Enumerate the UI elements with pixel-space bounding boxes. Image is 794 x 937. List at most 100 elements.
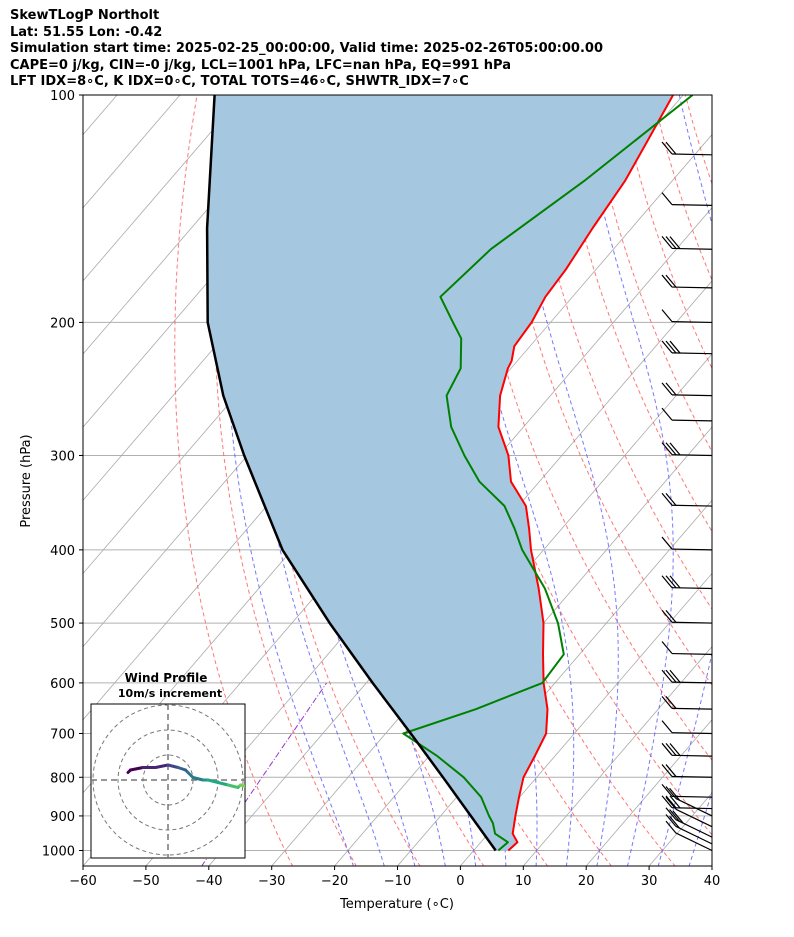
- temperature-profile-line: [497, 95, 674, 852]
- wind-barb: [661, 609, 713, 624]
- y-tick-label: 900: [50, 810, 75, 825]
- wind-barb-feather: [669, 669, 681, 683]
- wind-barb-feather: [661, 492, 673, 506]
- hodograph-segment: [226, 783, 240, 789]
- wind-barb: [661, 442, 713, 457]
- x-axis-label: Temperature (∘C): [339, 897, 454, 912]
- wind-barb: [661, 236, 713, 250]
- dry-adiabat-line: [783, 95, 794, 867]
- wind-barb-feather: [669, 815, 681, 829]
- wind-barb-feather: [665, 274, 677, 288]
- wind-barb: [661, 795, 713, 810]
- wind-barb-feather: [661, 609, 673, 623]
- hodograph-segment: [166, 763, 180, 769]
- wind-barb-staff: [671, 707, 713, 710]
- wind-barb: [661, 641, 713, 655]
- wind-barb-staff: [671, 732, 713, 735]
- wind-barb-feather: [665, 696, 677, 709]
- wind-barb-feather: [665, 340, 677, 354]
- wind-barb-staff: [671, 203, 713, 206]
- wind-barb-feather: [669, 340, 681, 354]
- wind-barb-feather: [665, 609, 677, 623]
- wind-barb: [661, 695, 713, 710]
- dry-adiabat-line: [587, 95, 712, 453]
- wind-barb-feather: [661, 695, 673, 709]
- wind-barb-feather: [665, 382, 677, 396]
- wind-barb-feather: [661, 742, 673, 756]
- wind-barb-feather: [665, 807, 677, 821]
- wind-barb-staff: [671, 548, 713, 551]
- wind-barb-staff: [671, 621, 713, 624]
- y-tick-label: 800: [50, 771, 75, 786]
- wind-barb-staff: [671, 153, 713, 156]
- x-tick-label: −50: [132, 874, 159, 889]
- dry-adiabat-line: [652, 95, 712, 282]
- x-tick-label: 20: [578, 874, 595, 889]
- isotherm-line: [648, 792, 712, 866]
- isotherm-line: [83, 95, 307, 355]
- dry-adiabat-line: [522, 95, 712, 611]
- wind-barb-feather: [661, 340, 673, 354]
- isotherm-line: [459, 572, 712, 866]
- chart-header: SkewTLogP Northolt Lat: 51.55 Lon: -0.42…: [10, 8, 780, 91]
- wind-barb-feather: [661, 783, 673, 797]
- wind-barb: [661, 274, 713, 289]
- wind-barb-feather: [672, 810, 684, 824]
- inset-speed-ring: [142, 754, 194, 806]
- wind-barb-feather: [665, 492, 677, 506]
- dry-adiabat-line: [718, 95, 794, 867]
- hodograph-segment: [263, 790, 281, 793]
- dry-adiabat-line: [554, 95, 712, 533]
- cape-line: CAPE=0 j/kg, CIN=-0 j/kg, LCL=1001 hPa, …: [10, 57, 511, 73]
- wind-barb-feather: [661, 442, 673, 456]
- wind-barb: [665, 820, 713, 852]
- x-tick-label: −60: [69, 874, 96, 889]
- wind-profile-inset: Wind Profile 10m/s increment: [90, 671, 281, 859]
- x-tick-label: 10: [515, 874, 532, 889]
- wind-barb-staff: [671, 419, 713, 422]
- isotherm-line: [208, 280, 712, 866]
- wind-barb-staff: [671, 321, 713, 324]
- wind-barb-staff: [671, 652, 713, 655]
- y-tick-label: 200: [50, 316, 75, 331]
- hodograph-segment: [206, 778, 220, 784]
- wind-barb-feather: [661, 575, 673, 589]
- wind-barb-staff: [671, 247, 713, 250]
- wind-barb-staff: [671, 807, 713, 810]
- wind-barb-feather: [665, 814, 677, 827]
- wind-barb-feather: [661, 141, 673, 155]
- dry-adiabat-line: [684, 95, 712, 186]
- wind-barb-feather: [661, 764, 673, 777]
- wind-barb-feather: [661, 382, 673, 396]
- wind-barb-staff: [675, 808, 713, 828]
- wind-barb: [661, 669, 713, 684]
- wind-barb-feather: [669, 795, 681, 809]
- y-tick-label: 700: [50, 727, 75, 742]
- wind-barb-feather: [665, 743, 677, 756]
- wind-barb: [661, 382, 713, 397]
- moist-adiabat-line: [720, 95, 794, 867]
- dry-adiabat-line: [751, 95, 794, 867]
- wind-barb-feather: [669, 809, 681, 822]
- x-tick-label: −40: [195, 874, 222, 889]
- isotherm-line: [522, 645, 712, 866]
- wind-barb-staff: [675, 825, 713, 845]
- hodograph-segment: [239, 783, 245, 788]
- wind-barb-staff: [671, 775, 713, 778]
- x-tick-label: 40: [704, 874, 721, 889]
- moist-adiabat-line: [505, 95, 619, 866]
- moist-adiabat-line: [580, 95, 674, 866]
- wind-barb: [661, 536, 713, 551]
- wind-barb-staff: [671, 352, 713, 355]
- time-line: Simulation start time: 2025-02-25_00:00:…: [10, 41, 603, 56]
- wind-barb-feather: [665, 764, 677, 777]
- wind-barb-feather: [661, 795, 673, 809]
- moist-adiabat-line: [657, 95, 712, 866]
- indices-line: LFT IDX=8∘C, K IDX=0∘C, TOTAL TOTS=46∘C,…: [10, 74, 469, 89]
- wind-barb-feather: [669, 787, 681, 801]
- wind-barb-feather: [665, 795, 677, 809]
- x-tick-label: 0: [456, 874, 464, 889]
- x-tick-label: −10: [384, 874, 411, 889]
- wind-barb-feather: [661, 236, 673, 249]
- dewpoint-profile-line: [402, 95, 694, 852]
